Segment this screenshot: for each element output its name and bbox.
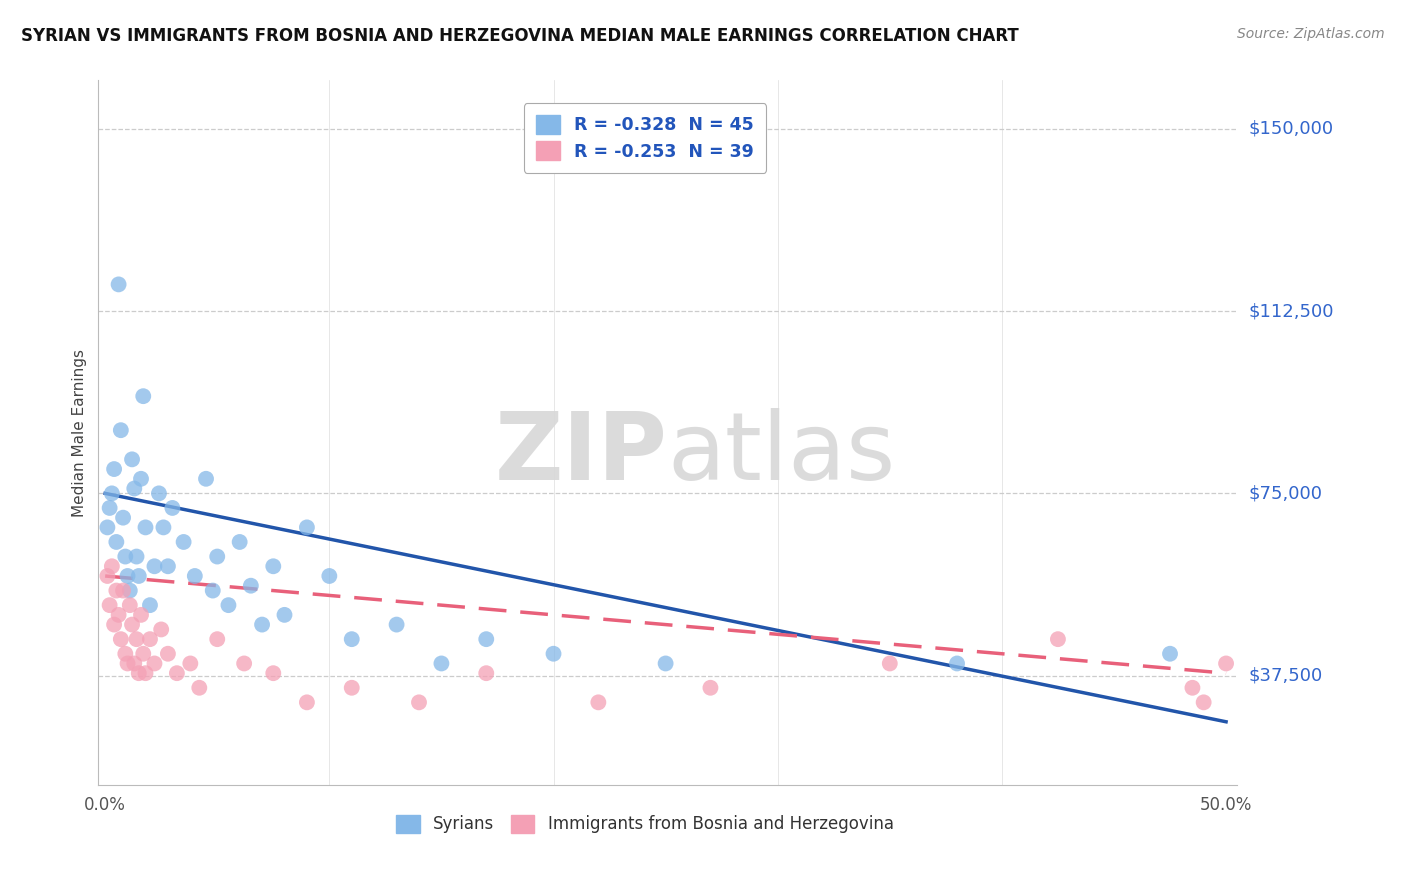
Point — [128, 569, 150, 583]
Point — [262, 559, 284, 574]
Text: Source: ZipAtlas.com: Source: ZipAtlas.com — [1237, 27, 1385, 41]
Point — [430, 657, 453, 671]
Point — [107, 277, 129, 292]
Point — [143, 559, 166, 574]
Text: $150,000: $150,000 — [1249, 120, 1334, 138]
Point — [103, 462, 125, 476]
Point — [134, 666, 156, 681]
Point — [1215, 657, 1237, 671]
Point — [340, 681, 363, 695]
Legend: Syrians, Immigrants from Bosnia and Herzegovina: Syrians, Immigrants from Bosnia and Herz… — [389, 808, 900, 840]
Text: ZIP: ZIP — [495, 408, 668, 500]
Point — [262, 666, 284, 681]
Point — [166, 666, 188, 681]
Point — [195, 472, 218, 486]
Point — [233, 657, 256, 671]
Point — [132, 647, 155, 661]
Y-axis label: Median Male Earnings: Median Male Earnings — [72, 349, 87, 516]
Point — [408, 695, 430, 709]
Point — [152, 520, 174, 534]
Point — [124, 657, 146, 671]
Point — [1046, 632, 1069, 647]
Point — [250, 617, 273, 632]
Point — [96, 569, 118, 583]
Point — [124, 482, 146, 496]
Point — [125, 632, 148, 647]
Point — [295, 520, 318, 534]
Point — [105, 535, 128, 549]
Point — [114, 647, 136, 661]
Point — [1159, 647, 1181, 661]
Point — [134, 520, 156, 534]
Point — [475, 666, 498, 681]
Text: $37,500: $37,500 — [1249, 666, 1323, 685]
Point — [385, 617, 408, 632]
Point — [879, 657, 901, 671]
Point — [201, 583, 224, 598]
Point — [1181, 681, 1204, 695]
Point — [129, 472, 152, 486]
Point — [117, 569, 139, 583]
Point — [98, 598, 121, 612]
Point — [156, 647, 179, 661]
Point — [946, 657, 969, 671]
Point — [184, 569, 207, 583]
Point — [340, 632, 363, 647]
Point — [112, 510, 135, 524]
Point — [588, 695, 610, 709]
Point — [217, 598, 239, 612]
Point — [118, 598, 141, 612]
Point — [114, 549, 136, 564]
Point — [228, 535, 250, 549]
Point — [173, 535, 195, 549]
Point — [117, 657, 139, 671]
Point — [273, 607, 295, 622]
Point — [139, 598, 162, 612]
Point — [110, 632, 132, 647]
Point — [654, 657, 676, 671]
Text: SYRIAN VS IMMIGRANTS FROM BOSNIA AND HERZEGOVINA MEDIAN MALE EARNINGS CORRELATIO: SYRIAN VS IMMIGRANTS FROM BOSNIA AND HER… — [21, 27, 1019, 45]
Point — [318, 569, 340, 583]
Point — [121, 452, 143, 467]
Point — [150, 623, 173, 637]
Point — [143, 657, 166, 671]
Point — [101, 559, 124, 574]
Point — [188, 681, 211, 695]
Point — [128, 666, 150, 681]
Point — [118, 583, 141, 598]
Point — [112, 583, 135, 598]
Point — [103, 617, 125, 632]
Point — [475, 632, 498, 647]
Point — [295, 695, 318, 709]
Point — [110, 423, 132, 437]
Point — [129, 607, 152, 622]
Point — [207, 549, 229, 564]
Text: atlas: atlas — [668, 408, 896, 500]
Point — [156, 559, 179, 574]
Point — [162, 500, 184, 515]
Point — [239, 579, 262, 593]
Point — [105, 583, 128, 598]
Point — [543, 647, 565, 661]
Point — [125, 549, 148, 564]
Point — [1192, 695, 1215, 709]
Point — [107, 607, 129, 622]
Point — [179, 657, 201, 671]
Point — [98, 500, 121, 515]
Point — [148, 486, 170, 500]
Text: $112,500: $112,500 — [1249, 302, 1334, 320]
Point — [132, 389, 155, 403]
Point — [699, 681, 721, 695]
Point — [96, 520, 118, 534]
Point — [101, 486, 124, 500]
Point — [139, 632, 162, 647]
Point — [121, 617, 143, 632]
Text: $75,000: $75,000 — [1249, 484, 1323, 502]
Point — [207, 632, 229, 647]
